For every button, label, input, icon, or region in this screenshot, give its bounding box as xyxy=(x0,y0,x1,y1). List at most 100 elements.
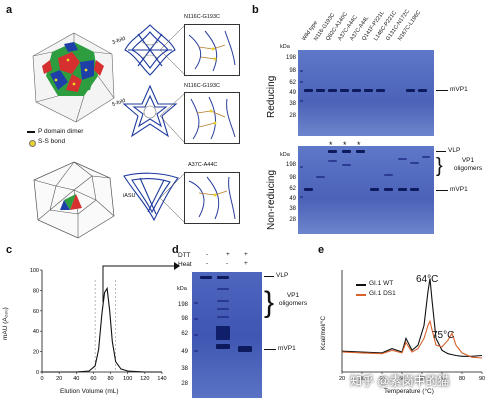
sds-page-gel-d xyxy=(192,272,262,398)
gel-d-oligomers-label: VP1 oligomers xyxy=(278,292,308,307)
heat-sign-2: - xyxy=(226,260,229,267)
gel-d-marker-198: 198 xyxy=(177,302,188,308)
heat-sign-3: + xyxy=(244,260,248,267)
gel-b-marker-198: 198 xyxy=(285,55,296,61)
chart-e-xtick-label: 60 xyxy=(419,376,425,382)
zoom-box-2 xyxy=(184,92,240,144)
zoom-box-1 xyxy=(184,24,240,76)
chart-c-ytick-label: 40 xyxy=(33,329,39,335)
iasu-label: iASU xyxy=(123,193,136,199)
legend-ds1-label: GI.1 DS1 xyxy=(369,290,396,297)
gel-d-mvp1-label: mVP1 xyxy=(278,345,296,352)
gel-d-marker-28: 28 xyxy=(181,381,188,387)
nonreducing-gel-image xyxy=(298,146,434,234)
gel-b-marker-28: 28 xyxy=(289,113,296,119)
gel-b-marker-38: 38 xyxy=(289,101,296,107)
chart-e-xtick-label: 90 xyxy=(479,376,485,382)
chart-c-series-line xyxy=(42,286,162,373)
nonreducing-oligomers-label: VP1 oligomers xyxy=(453,157,483,172)
panel-e-label: e xyxy=(318,244,325,256)
legend-wt-label: GI.1 WT xyxy=(369,280,394,287)
legend-dimer-label: P domain dimer xyxy=(38,128,84,135)
chart-e-ylabel: Kcal/mol/°C xyxy=(320,315,327,350)
chart-c-ytick-label: 80 xyxy=(33,288,39,294)
zoom-label-1: N116C-G193C xyxy=(184,14,220,20)
reducing-mvp1-arrow xyxy=(436,90,448,91)
chart-c-xtick-label: 0 xyxy=(40,376,43,382)
dtt-sign-2: + xyxy=(226,251,230,258)
heat-sign-1: - xyxy=(206,260,209,267)
capsid-model-figure xyxy=(32,32,115,123)
reducing-mvp1-label: mVP1 xyxy=(450,86,468,93)
chart-c-xtick-label: 60 xyxy=(90,376,96,382)
legend-bond-icon xyxy=(29,140,36,147)
chart-c-ytick-label: 100 xyxy=(30,268,39,274)
chart-e-xtick-label: 70 xyxy=(439,376,445,382)
chart-c-xtick-label: 20 xyxy=(56,376,62,382)
gel-b2-marker-38: 38 xyxy=(289,206,296,212)
legend-bond-label: S-S bond xyxy=(38,138,66,145)
chart-e-xtick-label: 40 xyxy=(379,376,385,382)
structure-5fold-view xyxy=(122,84,178,138)
gel-b-marker-98: 98 xyxy=(289,68,296,74)
gel-d-oligomers-bracket: } xyxy=(264,286,275,319)
reducing-label: Reducing xyxy=(266,75,277,118)
asterisk-2: * xyxy=(343,140,347,150)
peak-label-64: 64°C xyxy=(416,274,439,285)
chart-e-xtick-label: 20 xyxy=(339,376,345,382)
chart-c-xtick-label: 100 xyxy=(123,376,132,382)
zoom-label-2: N116C-G193C xyxy=(184,83,220,89)
gel-b-kda-unit: kDa xyxy=(280,44,290,50)
nonreducing-vlp-arrow xyxy=(436,151,446,152)
asterisk-1: * xyxy=(329,140,333,150)
nonreducing-mvp1-label: mVP1 xyxy=(450,186,468,193)
chart-e-series-line-1 xyxy=(341,278,483,357)
legend-wt-line xyxy=(356,284,366,286)
legend-ds1-line xyxy=(356,294,366,296)
chart-c-ytick-label: 60 xyxy=(33,309,39,315)
gel-d-vlp-arrow xyxy=(264,276,274,277)
chart-e-series-line-2 xyxy=(341,319,483,359)
chart-e-xtick-label: 30 xyxy=(359,376,365,382)
panel-a-label: a xyxy=(6,4,13,16)
gel-d-marker-98: 98 xyxy=(181,316,188,322)
gel-b2-marker-28: 28 xyxy=(289,217,296,223)
gel-d-kda-unit: kDa xyxy=(177,286,187,292)
sec-chromatogram-chart: 0 20 40 60 80 100 120 140 0 20 40 60 80 100 xyxy=(30,268,167,382)
panel-c-label: c xyxy=(6,244,13,256)
chart-e-xtick-label: 50 xyxy=(399,376,405,382)
gel-b2-marker-49: 49 xyxy=(289,196,296,202)
gel-b2-marker-198: 198 xyxy=(285,162,296,168)
reducing-gel-image xyxy=(298,50,434,136)
dtt-sign-3: + xyxy=(244,251,248,258)
nonreducing-label: Non-reducing xyxy=(266,169,277,230)
chart-c-xtick-label: 140 xyxy=(157,376,166,382)
gel-b2-kda-unit: kDa xyxy=(280,152,290,158)
oligomers-bracket: } xyxy=(436,155,443,177)
nonreducing-mvp1-arrow xyxy=(436,190,448,191)
gel-b-marker-62: 62 xyxy=(289,80,296,86)
gel-d-marker-38: 38 xyxy=(181,366,188,372)
legend-dimer-icon xyxy=(27,131,35,133)
dtt-sign-1: - xyxy=(206,251,209,258)
panel-d-label: d xyxy=(172,244,179,256)
gel-d-marker-49: 49 xyxy=(181,349,188,355)
chart-c-xlabel: Elution Volume (mL) xyxy=(60,388,119,395)
nonreducing-vlp-label: VLP xyxy=(448,147,461,154)
c-to-d-arrow xyxy=(102,262,180,302)
panel-b-label: b xyxy=(252,4,259,16)
gel-b2-marker-98: 98 xyxy=(289,175,296,181)
gel-d-marker-62: 62 xyxy=(181,331,188,337)
chart-c-ylabel: mAU (A₂₈₀) xyxy=(2,307,9,340)
chart-c-xtick-label: 40 xyxy=(73,376,79,382)
chart-c-xtick-label: 120 xyxy=(140,376,149,382)
row-label-heat: Heat xyxy=(178,261,192,268)
iasu-lattice-figure xyxy=(33,161,115,239)
row-label-dtt: DTT xyxy=(178,252,191,259)
structure-iasu-view xyxy=(123,172,179,222)
dsc-thermogram-chart: 20 30 40 50 60 70 80 90 xyxy=(339,270,485,382)
zoom-box-3 xyxy=(184,172,240,224)
asterisk-3: * xyxy=(357,140,361,150)
gel-d-vlp-label: VLP xyxy=(276,272,289,279)
zoom-label-3: A37C-A44C xyxy=(188,162,218,168)
